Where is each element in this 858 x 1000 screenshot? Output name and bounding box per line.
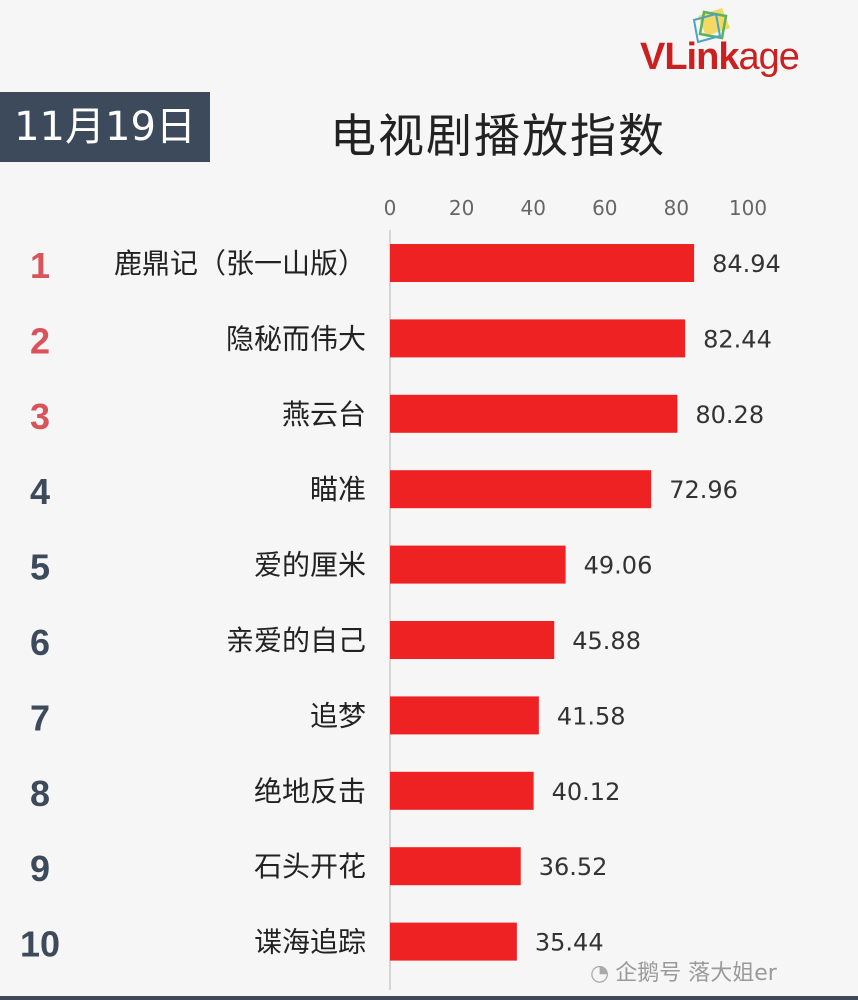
x-tick-label: 20 [449, 196, 474, 220]
value-label: 35.44 [535, 929, 604, 957]
rank-number: 5 [30, 547, 50, 588]
rank-number: 6 [30, 622, 50, 663]
bar [390, 696, 539, 735]
category-label: 绝地反击 [254, 775, 366, 808]
category-label: 隐秘而伟大 [226, 322, 366, 355]
date-badge: 11月19日 [0, 92, 210, 162]
bar [390, 771, 534, 810]
penguin-icon: ◔ [590, 961, 610, 986]
vlinkage-logo: VLinkage [640, 6, 840, 86]
rank-number: 3 [30, 396, 50, 437]
x-tick-label: 40 [520, 196, 545, 220]
bar [390, 244, 695, 282]
rank-number: 4 [30, 471, 50, 512]
category-label: 燕云台 [282, 398, 366, 431]
bar [390, 847, 521, 886]
rank-number: 9 [30, 848, 50, 889]
category-label: 爱的厘米 [254, 549, 366, 582]
value-label: 82.44 [703, 325, 772, 353]
bar [390, 470, 652, 509]
category-label: 瞄准 [310, 473, 366, 506]
rank-number: 8 [30, 773, 50, 814]
bottom-bar [0, 996, 858, 1000]
bar [390, 394, 678, 433]
value-label: 45.88 [572, 627, 641, 655]
value-label: 84.94 [712, 250, 781, 278]
category-label: 亲爱的自己 [226, 624, 366, 657]
value-label: 40.12 [552, 778, 621, 806]
category-label: 鹿鼎记（张一山版） [114, 247, 366, 280]
x-tick-label: 60 [592, 196, 617, 220]
x-tick-label: 100 [729, 196, 767, 220]
rank-number: 1 [30, 245, 50, 286]
rank-number: 7 [30, 697, 50, 738]
rank-number: 10 [20, 924, 60, 965]
value-label: 41.58 [557, 702, 626, 730]
bar [390, 922, 517, 961]
category-label: 谍海追踪 [254, 926, 366, 959]
value-label: 80.28 [695, 401, 764, 429]
bar [390, 319, 686, 358]
bar-chart: 0 20 40 60 80 100 1 鹿鼎记（张一山版） 84.94 2 隐秘而伟大 82.44 3 燕… [20, 196, 781, 990]
value-label: 36.52 [539, 853, 608, 881]
category-label: 追梦 [310, 699, 366, 732]
bar [390, 621, 555, 659]
bar [390, 545, 566, 584]
chart-title: 电视剧播放指数 [330, 109, 666, 163]
value-label: 72.96 [669, 476, 738, 504]
logo-mark-icon [692, 8, 730, 44]
logo-text: VLinkage [640, 36, 800, 78]
x-tick-label: 80 [664, 196, 689, 220]
value-label: 49.06 [584, 552, 653, 580]
rank-number: 2 [30, 320, 50, 361]
x-tick-label: 0 [384, 196, 397, 220]
category-label: 石头开花 [254, 850, 366, 883]
watermark: ◔ 企鹅号 落大姐er [590, 961, 777, 986]
